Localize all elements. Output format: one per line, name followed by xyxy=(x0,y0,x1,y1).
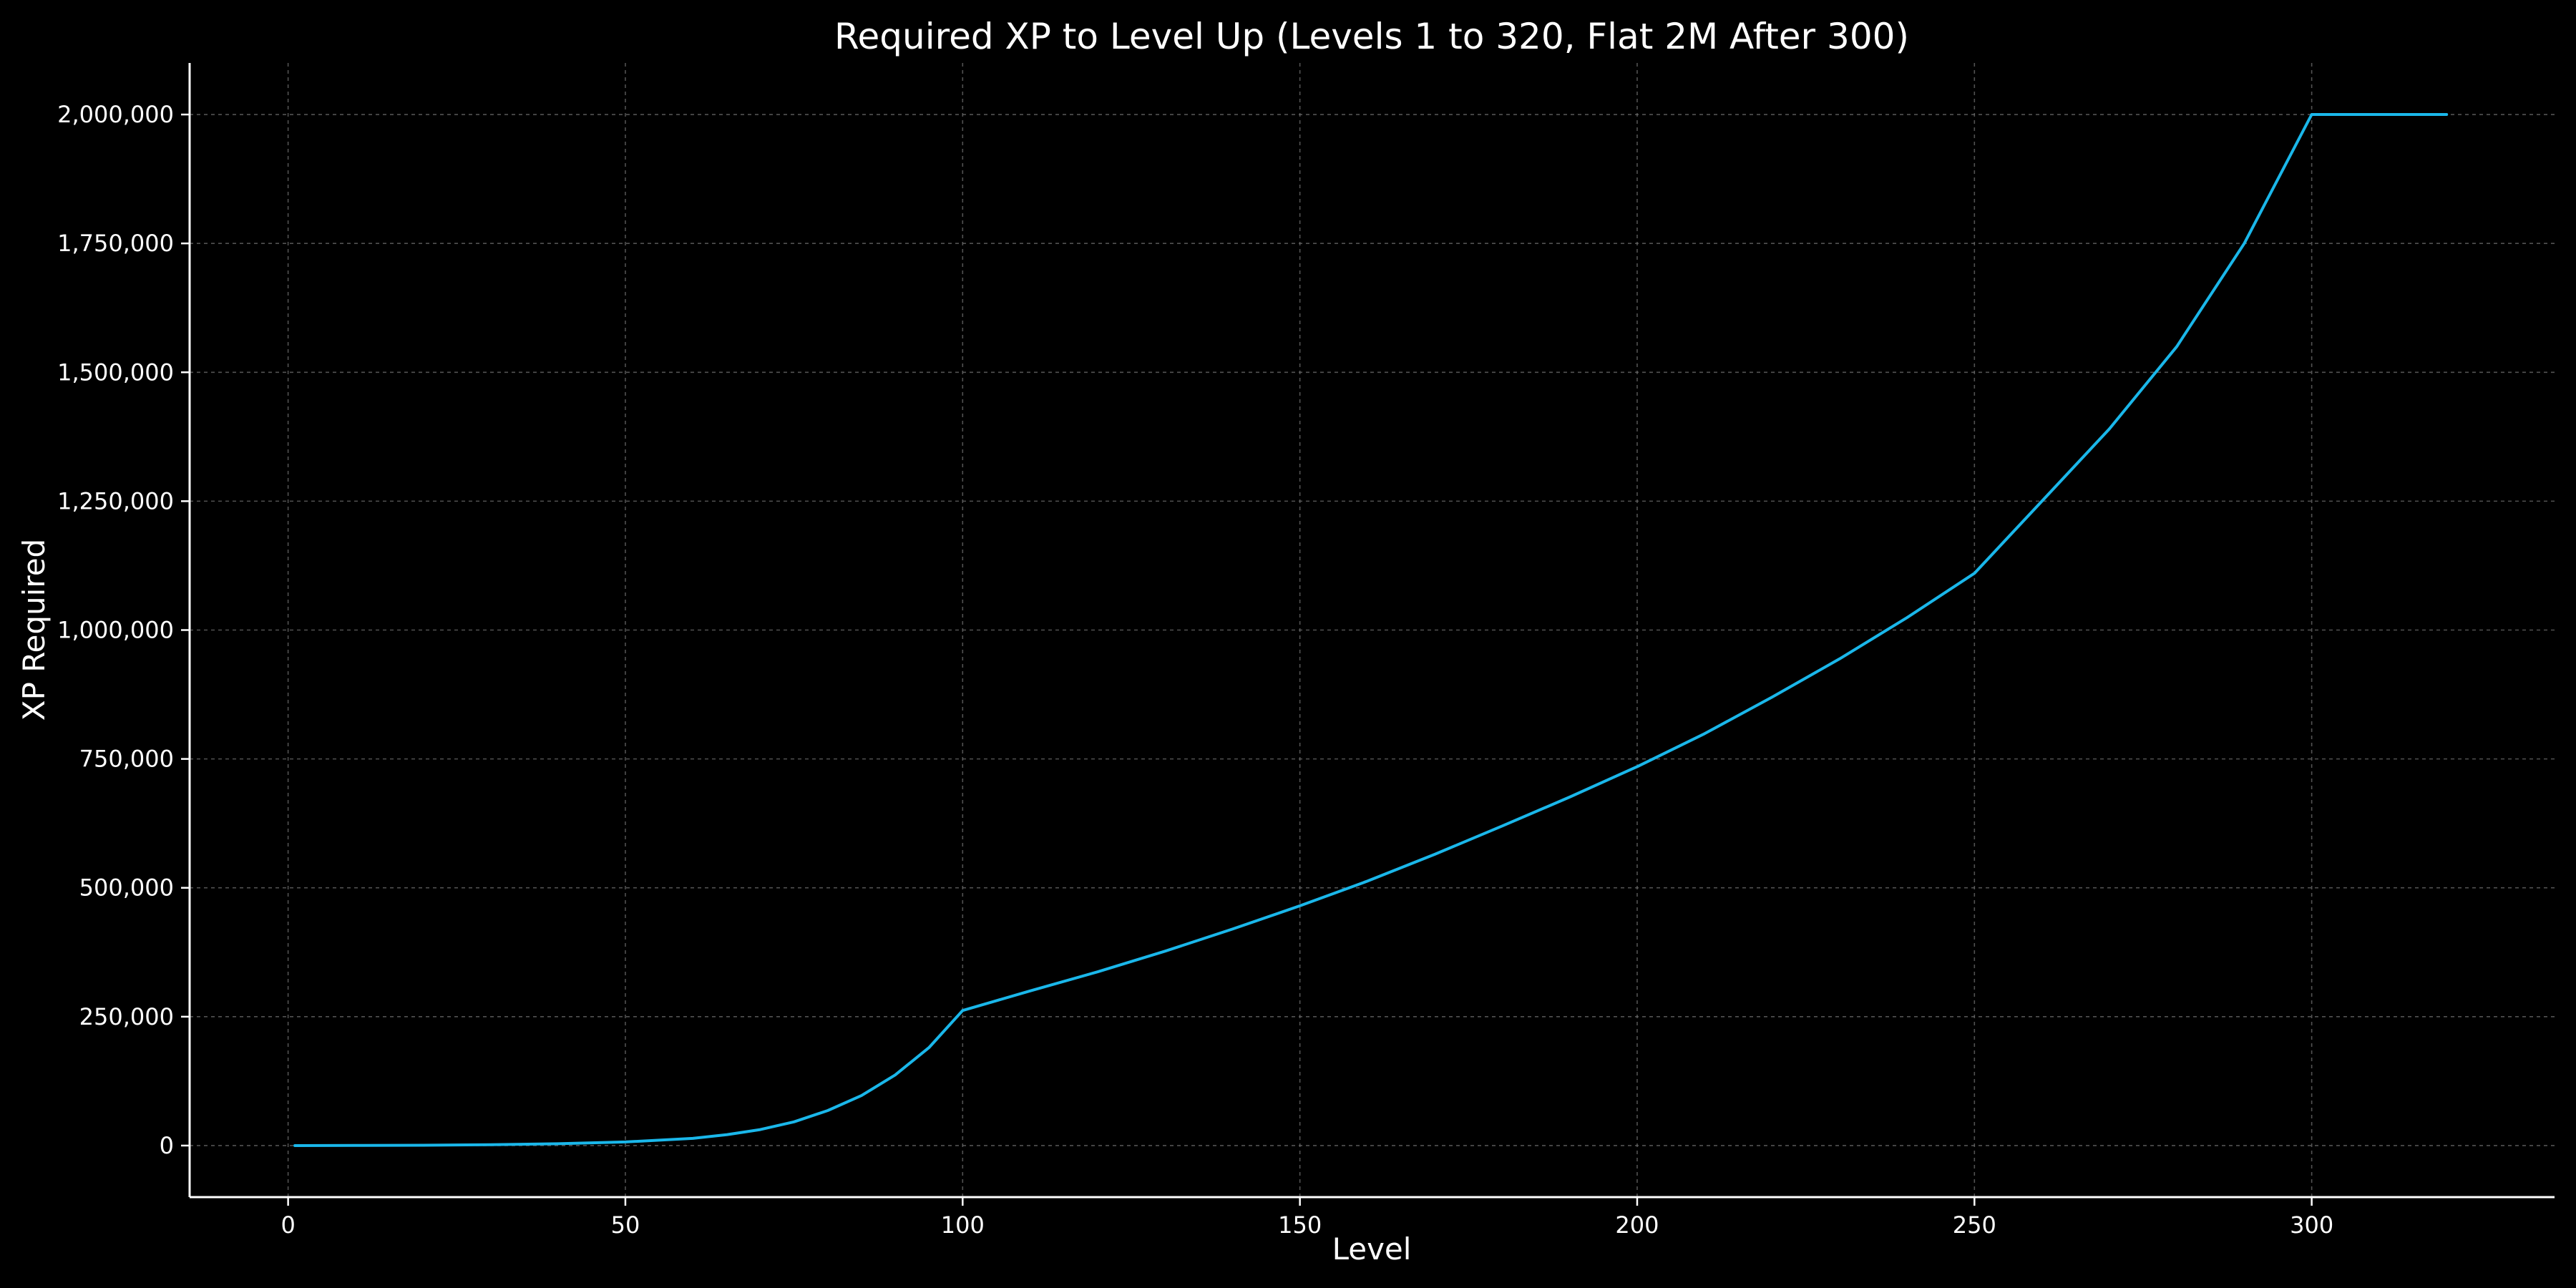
x-axis-label: Level xyxy=(1332,1231,1412,1267)
x-tick-label: 200 xyxy=(1615,1211,1659,1239)
y-tick-label: 2,000,000 xyxy=(57,101,174,128)
y-tick-label: 1,750,000 xyxy=(57,230,174,257)
x-tick-label: 250 xyxy=(1953,1211,1996,1239)
x-tick-label: 300 xyxy=(2290,1211,2333,1239)
y-tick-label: 1,000,000 xyxy=(57,617,174,644)
y-tick-label: 1,500,000 xyxy=(57,358,174,386)
x-tick-label: 50 xyxy=(611,1211,640,1239)
series-layer xyxy=(293,113,2449,1147)
y-tick-label: 0 xyxy=(160,1132,174,1159)
grid-layer xyxy=(190,63,2555,1197)
y-tick-label: 250,000 xyxy=(79,1003,174,1030)
chart-title: Required XP to Level Up (Levels 1 to 320… xyxy=(834,16,1909,57)
y-tick-label: 500,000 xyxy=(79,874,174,902)
y-tick-label: 1,250,000 xyxy=(57,487,174,514)
tick-layer: 0 50 100 150 200 250 300 0 250,000 500,000 750,000… xyxy=(57,101,2333,1239)
y-tick-label: 750,000 xyxy=(79,746,174,773)
x-tick-label: 150 xyxy=(1278,1211,1322,1239)
x-tick-label: 100 xyxy=(941,1211,985,1239)
y-axis-label: XP Required xyxy=(16,539,52,721)
xp-line xyxy=(293,113,2449,1147)
x-tick-label: 0 xyxy=(280,1211,295,1239)
